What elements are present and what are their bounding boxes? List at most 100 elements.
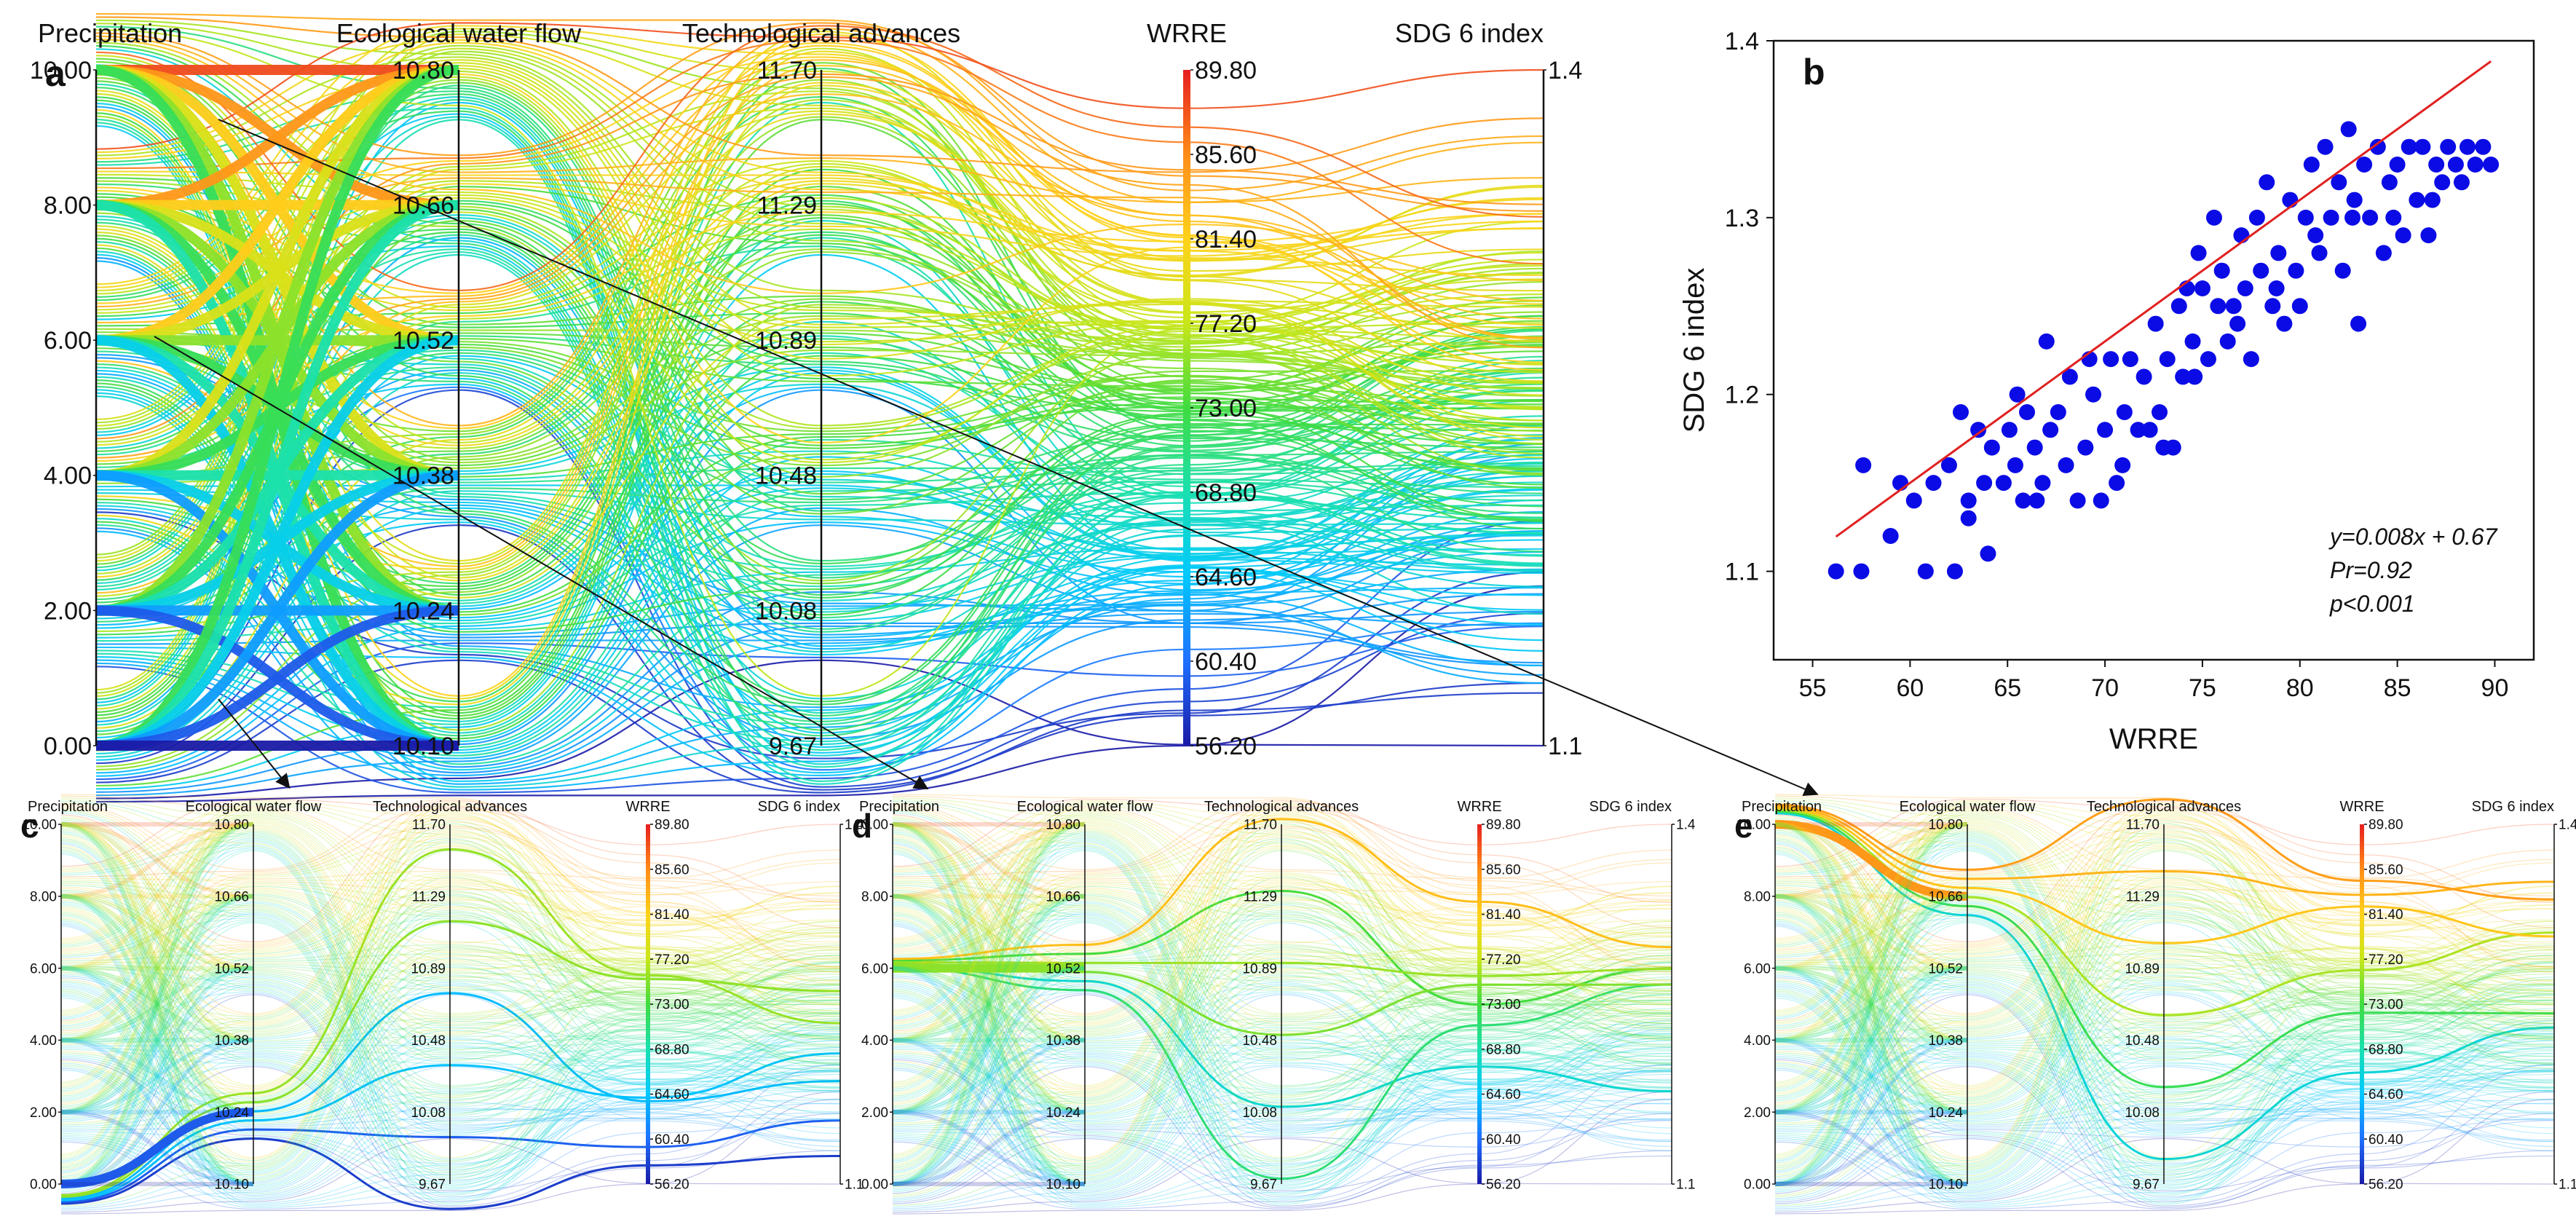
flow-band	[1774, 1038, 1968, 1115]
series-line	[60, 910, 841, 1106]
series-line	[1774, 913, 2555, 1124]
series-line	[1774, 920, 2555, 1178]
series-line	[95, 197, 1544, 446]
flow-band	[1774, 893, 1968, 1186]
series-line	[1774, 912, 2555, 1124]
series-line	[60, 848, 841, 1177]
tick-label: 73.00	[655, 998, 690, 1013]
tick-label: 10.10	[392, 733, 454, 760]
flow-band	[60, 893, 254, 971]
tick-label: 10.80	[392, 57, 454, 84]
series-line	[1774, 833, 2555, 1163]
stat-annotation: Pr=0.92	[2330, 557, 2412, 583]
series-line	[1774, 840, 2555, 1124]
series-line	[892, 884, 1672, 1169]
series-line	[60, 848, 841, 1195]
y-tick-label: 1.2	[1725, 382, 1759, 409]
data-point	[2483, 157, 2500, 173]
data-point	[1882, 528, 1899, 544]
data-point	[1952, 404, 1969, 420]
data-point	[2424, 192, 2441, 208]
series-line	[1774, 965, 2555, 1107]
series-line	[1774, 993, 2555, 1198]
data-point	[2007, 457, 2023, 473]
data-point	[2026, 439, 2043, 456]
series-line	[892, 826, 1672, 1024]
series-line	[892, 794, 1672, 889]
series-line	[60, 826, 841, 1024]
tick-label: 9.67	[1250, 1177, 1277, 1193]
tick-label: 73.00	[1195, 395, 1257, 422]
series-line	[60, 1069, 841, 1201]
data-point	[2205, 209, 2222, 226]
series-line	[60, 977, 841, 1181]
series-line	[60, 845, 841, 1175]
data-point	[2069, 492, 2086, 509]
series-line	[60, 993, 841, 1198]
axis-title: WRRE	[2339, 799, 2384, 815]
series-line	[892, 994, 1672, 1207]
data-point	[2210, 298, 2227, 315]
series-line	[1774, 985, 2555, 1183]
data-point	[2475, 138, 2492, 155]
series-line	[892, 821, 1672, 1086]
series-line	[60, 973, 841, 1045]
series-line	[95, 59, 1544, 429]
series-line	[892, 1040, 1672, 1086]
data-point	[2225, 298, 2242, 315]
panel-letter: e	[1734, 807, 1753, 845]
series-line	[1774, 884, 2555, 1097]
series-line	[60, 847, 841, 1186]
series-line	[1774, 1059, 2555, 1191]
series-line	[1774, 848, 2555, 1196]
series-line	[60, 805, 841, 1159]
series-line	[60, 808, 841, 944]
stat-annotation: p<0.001	[2329, 591, 2415, 617]
data-point	[2147, 315, 2164, 332]
series-line	[892, 827, 1672, 1033]
data-point	[2116, 404, 2133, 420]
series-line	[60, 913, 841, 1124]
series-line	[60, 813, 841, 1156]
series-line	[95, 228, 1544, 599]
tick-label: 10.52	[1928, 961, 1963, 977]
tick-label: 81.40	[655, 907, 690, 923]
series-line	[1774, 923, 2555, 1196]
parallel-plot-e: Precipitation 10.00 8.00 6.00 4.00 2.00 0.00 Ec…	[1734, 794, 2576, 1215]
data-point	[2323, 209, 2339, 226]
flow-band	[892, 822, 1086, 1186]
series-line	[60, 908, 841, 1106]
flow-band	[892, 966, 1086, 1115]
data-point	[2453, 174, 2470, 191]
series-line	[60, 818, 841, 960]
series-line	[1774, 798, 2555, 901]
data-point	[2467, 157, 2484, 173]
series-line	[1774, 826, 2555, 1024]
series-line	[892, 895, 1672, 1170]
series-line	[892, 800, 1672, 939]
series-line	[892, 803, 1672, 1086]
data-point	[2009, 386, 2026, 403]
tick-label: 10.38	[214, 1033, 249, 1049]
data-point	[2077, 439, 2094, 456]
series-line	[60, 918, 841, 1178]
series-line	[892, 843, 1672, 1164]
series-line	[1774, 902, 2555, 1098]
series-line	[892, 994, 1672, 1188]
data-point	[2184, 333, 2201, 350]
flow-band	[60, 822, 254, 1186]
tick-label: 1.1	[1676, 1177, 1695, 1193]
series-line	[60, 984, 841, 1117]
series-line	[60, 802, 841, 1159]
tick-label: 64.60	[655, 1087, 690, 1102]
series-line	[892, 813, 1672, 1160]
series-line	[60, 802, 841, 1014]
flow-band	[1774, 822, 1968, 1043]
flow-band	[892, 893, 1086, 1186]
colorbar	[1477, 824, 1482, 1184]
series-line	[892, 993, 1672, 1198]
series-line	[892, 845, 1672, 1177]
series-line	[892, 966, 1672, 1179]
series-line	[1774, 803, 2555, 1086]
tick-label: 10.10	[1928, 1177, 1963, 1193]
